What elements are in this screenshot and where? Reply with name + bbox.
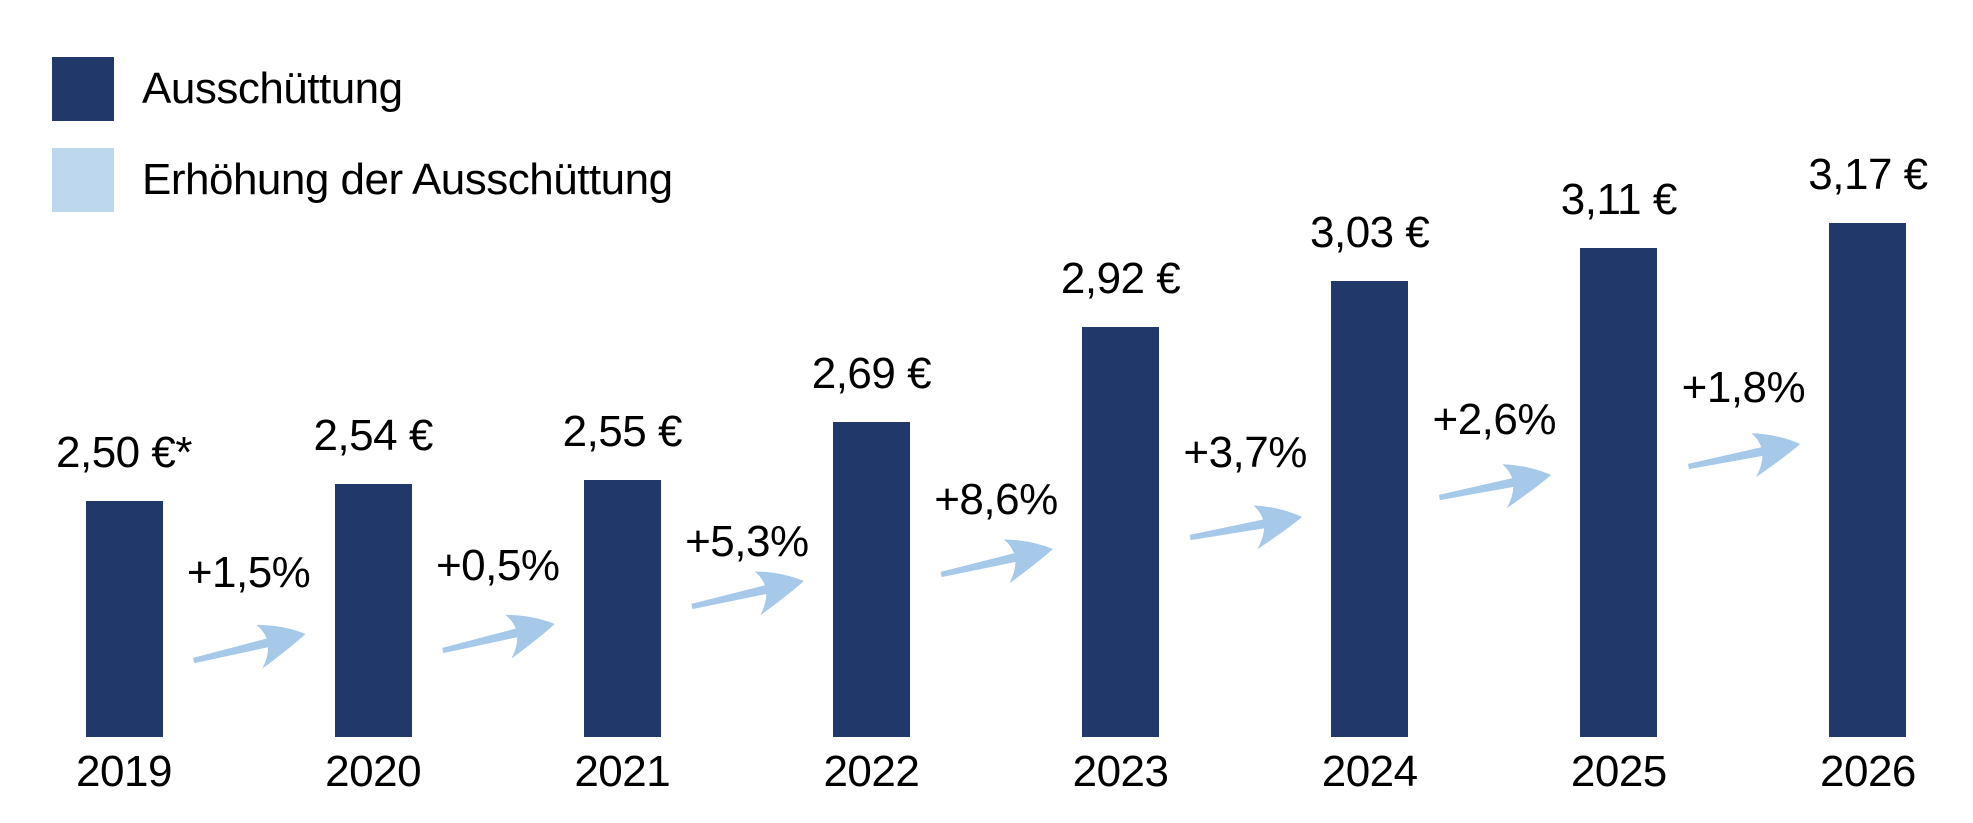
legend-swatch-ausschuettung xyxy=(52,57,114,121)
bar xyxy=(1082,327,1160,737)
x-axis-label: 2024 xyxy=(1321,747,1418,796)
x-axis-label: 2020 xyxy=(325,747,422,796)
x-axis-label: 2019 xyxy=(76,747,172,796)
increase-label: +1,5% xyxy=(186,548,311,597)
increase-label: +5,3% xyxy=(685,517,809,566)
growth-arrow-icon xyxy=(1687,433,1801,478)
bar xyxy=(832,422,910,737)
bar xyxy=(583,480,661,737)
growth-arrow-icon xyxy=(193,624,306,669)
x-axis-label: 2025 xyxy=(1570,747,1667,796)
growth-arrow-icon xyxy=(442,614,555,659)
bar xyxy=(1829,223,1907,737)
legend-swatch-erhoehung xyxy=(52,148,114,212)
x-axis-label: 2023 xyxy=(1072,747,1169,796)
bar-value-label: 2,69 € xyxy=(811,349,932,398)
bar-value-label: 3,03 € xyxy=(1310,208,1430,257)
growth-arrow-icon xyxy=(691,571,804,616)
growth-arrow-icon xyxy=(1438,464,1552,509)
legend-label-ausschuettung: Ausschüttung xyxy=(142,64,403,113)
bar-value-label: 2,54 € xyxy=(313,411,433,460)
growth-arrow-icon xyxy=(940,539,1054,584)
bar xyxy=(85,501,163,737)
increase-label: +2,6% xyxy=(1432,395,1557,444)
growth-arrow-icon xyxy=(1189,505,1303,550)
x-axis-label: 2026 xyxy=(1820,747,1916,796)
bar-value-label: 3,17 € xyxy=(1808,150,1928,199)
x-axis-label: 2021 xyxy=(574,747,671,796)
bar-value-label: 3,11 € xyxy=(1560,175,1678,224)
legend-label-erhoehung: Erhöhung der Ausschüttung xyxy=(142,155,673,204)
increase-label: +1,8% xyxy=(1681,363,1806,412)
bar xyxy=(1331,281,1409,737)
bar-value-label: 2,55 € xyxy=(562,407,683,456)
increase-label: +0,5% xyxy=(435,541,560,590)
bar xyxy=(1580,248,1658,737)
bar-value-label: 2,50 €* xyxy=(56,428,192,477)
bar-value-label: 2,92 € xyxy=(1060,254,1181,303)
increase-label: +3,7% xyxy=(1183,428,1307,477)
bar xyxy=(334,484,412,737)
increase-label: +8,6% xyxy=(934,475,1058,524)
x-axis-label: 2022 xyxy=(823,747,920,796)
